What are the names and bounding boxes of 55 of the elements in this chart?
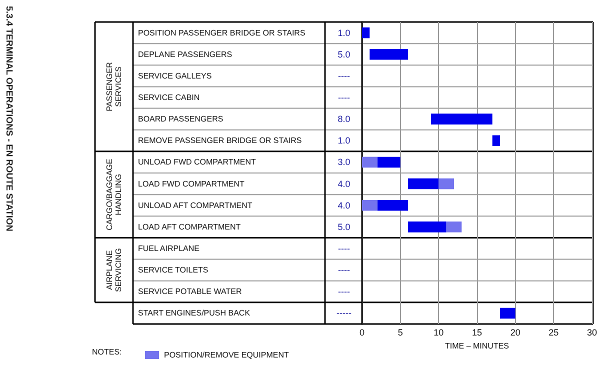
data-label: 4.0 [338,200,350,210]
y-tick-label: POSITION PASSENGER BRIDGE OR STAIRS [138,28,306,38]
data-label: 1.0 [338,28,350,38]
data-label: 8.0 [338,114,350,124]
x-tick-label: 25 [548,328,559,338]
text: AIRPLANE SERVICING [105,248,123,292]
bar [408,178,439,190]
text: ---- [338,92,350,102]
y-tick-label: SERVICE TOILETS [138,266,208,275]
legend-title: NOTES: [92,348,122,356]
bar [408,222,446,232]
text: ---- [338,70,350,81]
legend-label: POSITION/REMOVE EQUIPMENT [164,350,290,360]
bar [362,200,378,211]
bar [370,48,408,60]
y-tick-label: FUEL AIRPLANE [138,244,200,253]
x-axis-title: TIME – MINUTES [444,341,510,350]
y-tick-label: SERVICE POTABLE WATER [138,287,242,296]
x-tick-label: 30 [586,328,597,338]
bar [377,200,408,211]
bar [446,222,462,232]
x-tick-label: 0 [359,328,365,338]
x-tick-label: 20 [510,328,520,338]
text: ---- [338,265,350,276]
y-tick-label: SERVICE GALLEYS [138,71,212,80]
text: 5.3.4 TERMINAL OPERATIONS - EN ROUTE STATION [4,6,14,232]
y-tick-label: UNLOAD AFT COMPARTMENT [138,200,252,210]
data-label: 5.0 [338,49,350,60]
bar [362,27,370,38]
y-tick-label: DEPLANE PASSENGERS [138,50,232,59]
y-tick-label: LOAD FWD COMPARTMENT [138,179,244,188]
x-tick-label: 10 [434,328,444,338]
text: CARGO/BAGGAGE HANDLING [105,158,123,230]
y-tick-label: UNLOAD FWD COMPARTMENT [138,158,256,167]
data-label: 5.0 [338,222,350,232]
y-tick-label: BOARD PASSENGERS [138,114,224,124]
data-label: ----- [336,308,352,318]
text: ---- [338,286,350,297]
y-tick-label: REMOVE PASSENGER BRIDGE OR STAIRS [138,136,302,146]
text: PASSENGER SERVICES [105,62,123,112]
data-label: 3.0 [338,157,350,168]
y-tick-label: LOAD AFT COMPARTMENT [138,222,241,232]
y-tick-label: START ENGINES/PUSH BACK [138,308,251,318]
data-label: 4.0 [338,178,350,189]
bar [377,156,400,168]
bar [438,178,454,190]
text: ---- [338,244,350,254]
bar [500,308,516,319]
x-tick-label: 15 [472,328,482,338]
bar [362,156,378,168]
y-tick-label: SERVICE CABIN [138,93,200,102]
bar [492,135,500,146]
data-label: 1.0 [338,136,350,146]
bar [431,114,492,124]
x-tick-label: 5 [398,328,403,338]
